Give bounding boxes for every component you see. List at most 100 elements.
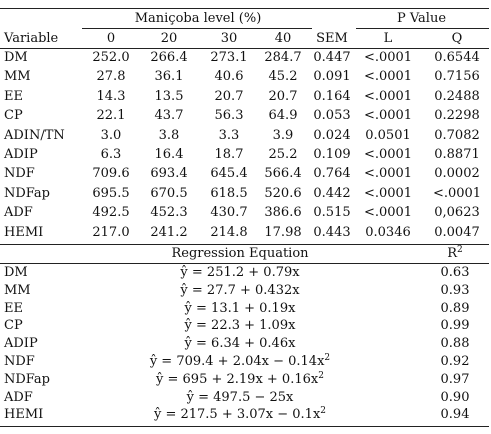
cell-sem: 0.024 — [313, 127, 351, 143]
equation-text: ŷ = 695 + 2.19x + 0.16x — [156, 371, 319, 387]
regression-variable: ADF — [4, 389, 33, 405]
cell-level-20: 13.5 — [154, 88, 184, 104]
equation-text: ŷ = 13.1 + 0.19x — [184, 300, 296, 316]
cell-sem: 0.109 — [313, 147, 351, 162]
cell-p-quadratic: 0.2488 — [434, 88, 480, 104]
column-header-20: 20 — [160, 31, 178, 46]
regression-variable: NDFap — [4, 371, 51, 387]
cell-variable: ADF — [4, 205, 33, 221]
cell-p-quadratic: 0,0623 — [434, 205, 480, 221]
cell-p-linear: <.0001 — [363, 50, 413, 65]
regression-equation: ŷ = 709.4 + 2.04x − 0.14x2 — [120, 353, 360, 371]
column-header-q: Q — [451, 31, 463, 46]
cell-p-linear: <.0001 — [363, 205, 413, 221]
cell-sem: 0.442 — [313, 185, 351, 201]
cell-level-40: 25.2 — [268, 147, 298, 162]
cell-p-linear: 0.0346 — [365, 224, 411, 240]
cell-variable: MM — [4, 69, 31, 85]
column-header-40: 40 — [274, 31, 292, 46]
regression-variable: CP — [4, 318, 23, 334]
cell-p-quadratic: 0.8871 — [434, 147, 480, 162]
cell-level-30: 214.8 — [210, 224, 248, 240]
cell-level-30: 56.3 — [214, 108, 244, 124]
cell-level-30: 618.5 — [210, 185, 248, 201]
cell-variable: NDF — [4, 166, 35, 182]
cell-level-0: 709.6 — [92, 166, 130, 182]
column-header-30: 30 — [220, 31, 238, 46]
cell-level-40: 3.9 — [272, 127, 294, 143]
equation-exponent: 2 — [320, 406, 327, 417]
table-bottom-rule — [0, 426, 489, 427]
r2-header: R2 — [447, 245, 463, 262]
column-header-0: 0 — [106, 31, 116, 46]
cell-level-20: 452.3 — [150, 205, 188, 221]
table-top-rule — [0, 8, 489, 9]
regression-equation: ŷ = 6.34 + 0.46x — [120, 335, 360, 353]
cell-level-20: 241.2 — [150, 224, 188, 240]
regression-r2: 0.90 — [440, 389, 470, 405]
cell-p-quadratic: 0.7156 — [434, 69, 480, 85]
cell-level-0: 217.0 — [92, 224, 130, 240]
cell-level-0: 14.3 — [96, 88, 126, 104]
cell-level-20: 670.5 — [150, 185, 188, 201]
cell-p-quadratic: 0.6544 — [434, 50, 480, 65]
regression-equation: ŷ = 695 + 2.19x + 0.16x2 — [120, 371, 360, 389]
regression-r2: 0.97 — [440, 371, 470, 387]
cell-p-linear: <.0001 — [363, 147, 413, 162]
regression-equation: ŷ = 497.5 − 25x — [120, 389, 360, 407]
regression-equation: ŷ = 251.2 + 0.79x — [120, 264, 360, 282]
cell-level-40: 17.98 — [264, 224, 302, 240]
regression-variable: DM — [4, 265, 28, 280]
cell-level-40: 284.7 — [264, 50, 302, 65]
cell-sem: 0.053 — [313, 108, 351, 124]
equation-text: ŷ = 251.2 + 0.79x — [180, 265, 300, 280]
cell-sem: 0.764 — [313, 166, 351, 182]
cell-level-20: 266.4 — [150, 50, 188, 65]
regression-variable: EE — [4, 300, 23, 316]
regression-title: Regression Equation — [171, 246, 309, 261]
cell-level-20: 16.4 — [154, 147, 184, 162]
cell-level-0: 27.8 — [96, 69, 126, 85]
cell-p-linear: 0.0501 — [365, 127, 411, 143]
cell-level-0: 22.1 — [96, 108, 126, 124]
cell-variable: EE — [4, 88, 23, 104]
manicoba-underline — [82, 28, 312, 29]
cell-level-30: 18.7 — [214, 147, 244, 162]
group-header-manicoba-level: Maniçoba level (%) — [134, 11, 262, 26]
equation-text: ŷ = 497.5 − 25x — [186, 389, 294, 405]
cell-level-20: 43.7 — [154, 108, 184, 124]
equation-text: ŷ = 217.5 + 3.07x − 0.1x — [153, 407, 321, 423]
equation-text: ŷ = 22.3 + 1.09x — [184, 318, 296, 334]
cell-p-quadratic: <.0001 — [432, 185, 482, 201]
cell-level-30: 3.3 — [218, 127, 240, 143]
group-header-p-value: P Value — [396, 11, 447, 26]
cell-sem: 0.447 — [313, 50, 351, 65]
cell-level-40: 520.6 — [264, 185, 302, 201]
regression-variable: HEMI — [4, 407, 44, 423]
cell-variable: ADIP — [4, 147, 38, 162]
equation-text: ŷ = 6.34 + 0.46x — [184, 336, 296, 352]
cell-variable: CP — [4, 108, 23, 124]
cell-level-40: 386.6 — [264, 205, 302, 221]
regression-equation: ŷ = 13.1 + 0.19x — [120, 300, 360, 318]
cell-level-30: 273.1 — [210, 50, 248, 65]
cell-variable: HEMI — [4, 224, 44, 240]
cell-p-linear: <.0001 — [363, 185, 413, 201]
cell-p-quadratic: 0.2298 — [434, 108, 480, 124]
column-header-variable: Variable — [4, 31, 59, 46]
equation-exponent: 2 — [318, 370, 324, 381]
cell-level-30: 430.7 — [210, 205, 248, 221]
regression-variable: ADIP — [4, 336, 38, 352]
regression-r2: 0.92 — [440, 354, 470, 369]
regression-r2: 0.99 — [440, 318, 470, 334]
column-header-sem: SEM — [316, 31, 348, 46]
cell-level-20: 3.8 — [158, 127, 180, 143]
cell-level-0: 3.0 — [100, 127, 122, 143]
regression-variable: NDF — [4, 354, 35, 369]
pvalue-underline — [356, 28, 489, 29]
cell-p-linear: <.0001 — [363, 108, 413, 124]
regression-r2: 0.89 — [440, 300, 470, 316]
cell-level-0: 252.0 — [92, 50, 130, 65]
cell-level-30: 20.7 — [214, 88, 244, 104]
regression-variable: MM — [4, 282, 31, 298]
